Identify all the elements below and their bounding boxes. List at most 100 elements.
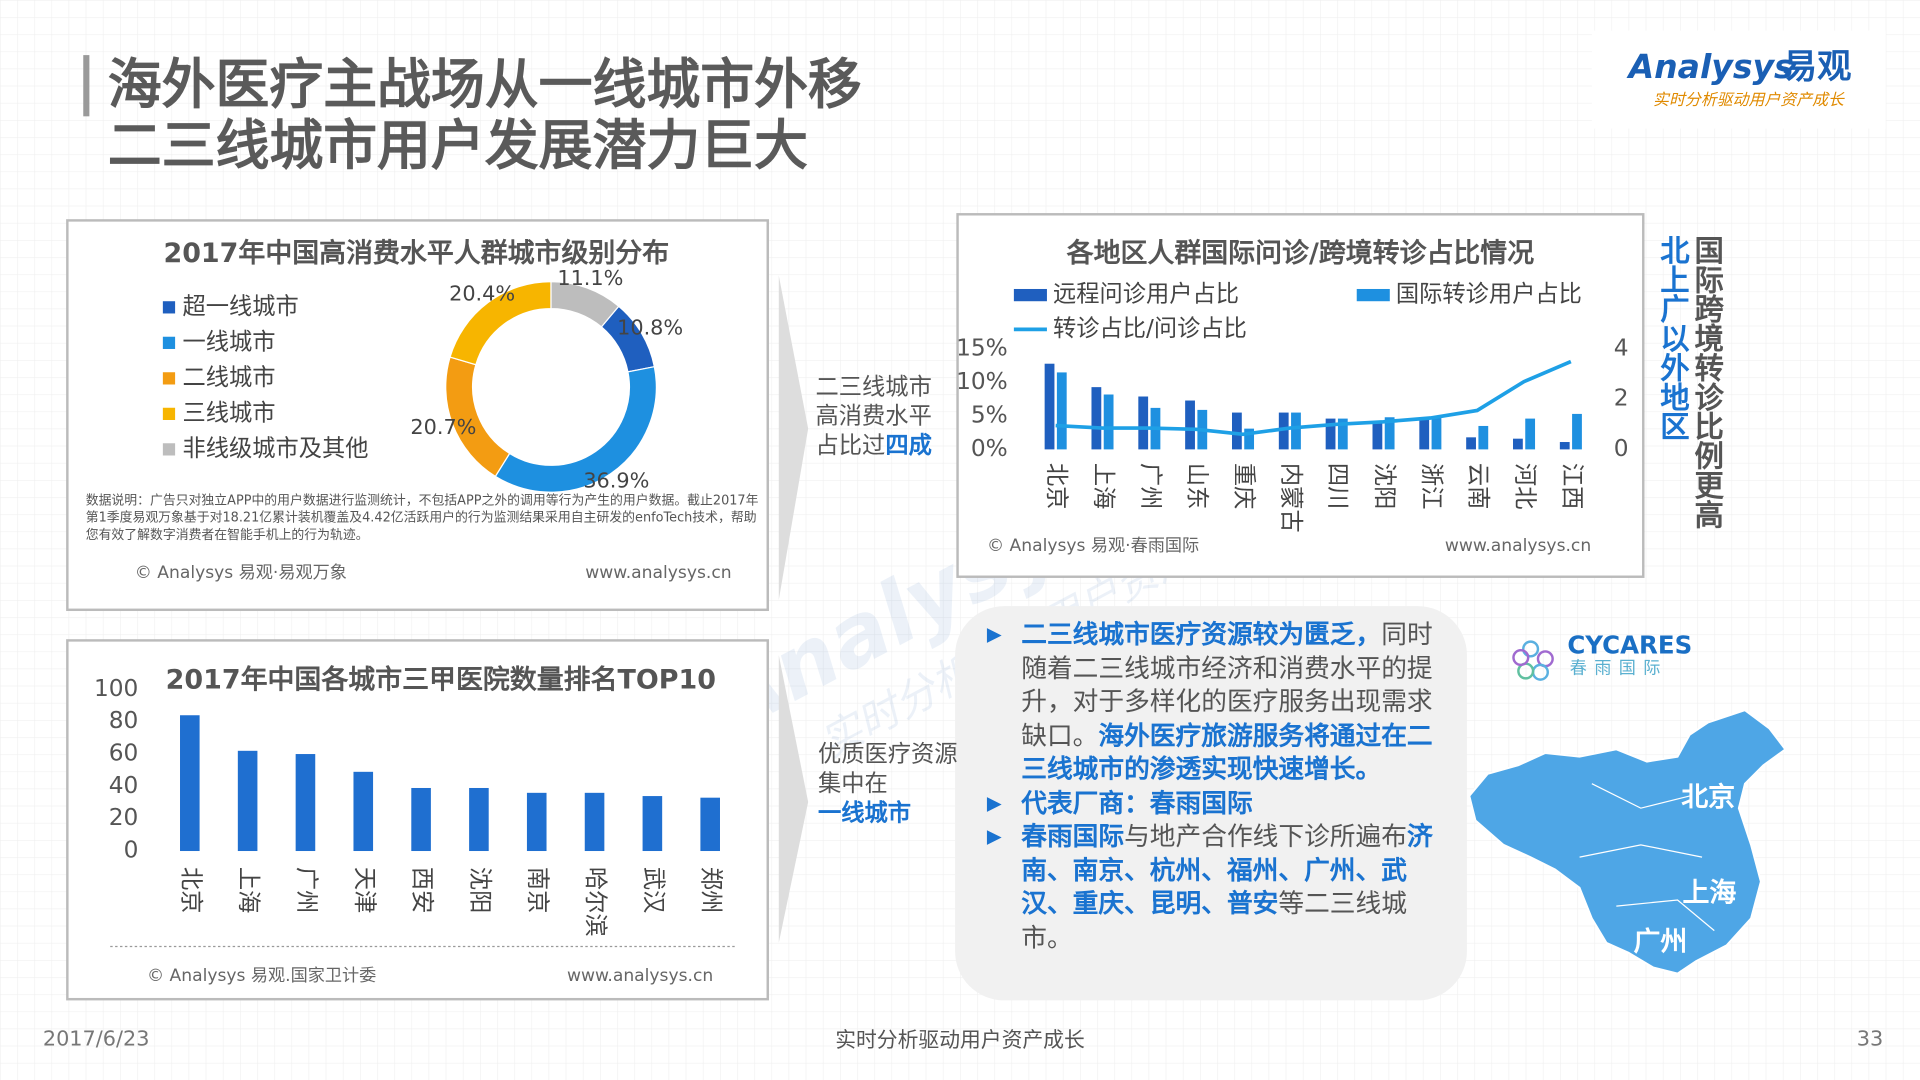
x-tick-label: 北京	[1043, 463, 1070, 510]
y-tick-label: 10%	[956, 368, 1008, 395]
bar	[1478, 425, 1489, 450]
text: 优质医疗资源集中在	[817, 740, 958, 798]
footer-slogan: 实时分析驱动用户资产成长	[835, 1028, 1085, 1052]
x-tick-label: 沈阳	[1371, 463, 1398, 510]
legend-label: 超一线城市	[182, 293, 298, 320]
arrow-note-box: 优质医疗资源集中在一线城市	[818, 740, 970, 828]
arrow-note: 二三线城市高消费水平占比过四成	[816, 372, 943, 460]
legend-swatch	[1356, 288, 1390, 302]
title-accent	[83, 55, 90, 117]
bar	[1337, 418, 1348, 450]
x-tick-label: 云南	[1465, 463, 1492, 510]
x-tick-label: 郑州	[698, 867, 725, 914]
source-url: www.analysys.cn	[567, 966, 713, 986]
bar	[1325, 418, 1336, 450]
bar	[526, 792, 547, 852]
panel	[956, 213, 1645, 578]
y-tick-label: 4	[1614, 334, 1629, 361]
chart-title: 2017年中国高消费水平人群城市级别分布	[163, 237, 669, 269]
y-tick-label: 15%	[956, 334, 1008, 361]
x-tick-label: 沈阳	[466, 867, 493, 914]
bar	[1103, 394, 1114, 450]
annotation: 国际跨境转诊比例更高	[1690, 235, 1724, 529]
footer-page: 33	[1857, 1027, 1883, 1051]
y-tick-label: 40	[109, 772, 139, 799]
highlight-text: 一线城市	[817, 799, 912, 827]
legend-swatch	[162, 301, 176, 314]
line	[1055, 359, 1572, 437]
title-line: 二三线城市用户发展潜力巨大	[108, 114, 808, 177]
bar	[1525, 418, 1536, 450]
bar	[1044, 363, 1055, 450]
legend-label: 远程问诊用户占比	[1053, 281, 1239, 308]
title-line: 海外医疗主战场从一线城市外移	[108, 53, 862, 116]
legend-swatch	[162, 443, 176, 456]
arrow-note: 优质医疗资源集中在一线城市	[818, 740, 970, 828]
data-label: 36.9%	[583, 469, 649, 493]
source-url: www.analysys.cn	[585, 563, 731, 583]
y-tick-label: 60	[109, 740, 139, 767]
legend-label: 三线城市	[182, 399, 275, 426]
logo-box	[1591, 30, 1886, 129]
source: © Analysys 易观·易观万象	[135, 563, 347, 583]
bar	[1466, 437, 1476, 450]
legend-swatch	[162, 372, 176, 385]
bullets-box: 二三线城市医疗资源较为匮乏，同时随着二三线城市经济和消费水平的提升，对于多样化的…	[980, 618, 1439, 952]
bar	[1056, 372, 1067, 450]
bar	[1431, 416, 1442, 450]
bullet: 代表厂商：春雨国际	[980, 787, 1439, 821]
data-label: 11.1%	[557, 266, 623, 290]
x-tick-label: 西安	[409, 867, 436, 914]
bar	[1559, 442, 1570, 450]
bar	[1384, 417, 1395, 450]
text: 同时随着二三线城市经济和消费水平的提升，对于多样化的医疗服务出现需求缺口。	[1021, 619, 1433, 750]
y-tick-label: 0	[1614, 435, 1629, 462]
y-tick-label: 80	[109, 707, 139, 734]
data-label: 20.4%	[449, 282, 515, 306]
logo-cn: 易观	[1783, 47, 1852, 87]
x-tick-label: 四川	[1324, 463, 1351, 510]
chart-note: 数据说明：广告只对独立APP中的用户数据进行监测统计，不包括APP之外的调用等行…	[85, 493, 759, 543]
bar	[411, 787, 431, 852]
data-label: 10.8%	[617, 315, 683, 339]
bullet: 二三线城市医疗资源较为匮乏，同时随着二三线城市经济和消费水平的提升，对于多样化的…	[980, 618, 1439, 786]
highlight-text: 四成	[885, 432, 932, 460]
highlight-text: 代表厂商：春雨国际	[1021, 787, 1253, 818]
y-tick-label: 100	[94, 675, 138, 702]
legend-swatch	[162, 407, 176, 420]
highlight-text: 二三线城市医疗资源较为匮乏，	[1021, 619, 1382, 649]
arrow-note-box: 二三线城市高消费水平占比过四成	[816, 372, 943, 460]
bar	[1419, 417, 1430, 450]
bar	[1185, 400, 1195, 450]
y-tick-label: 20	[109, 804, 139, 831]
arrow-shape	[778, 655, 809, 943]
legend-label: 一线城市	[182, 328, 275, 355]
bar	[1278, 412, 1289, 450]
data-label: 20.7%	[410, 415, 476, 439]
bullet-box	[955, 606, 1467, 1001]
bar	[700, 797, 720, 852]
bar	[353, 771, 374, 852]
source: © Analysys 易观·春雨国际	[987, 536, 1199, 556]
legend-swatch	[162, 336, 176, 349]
x-tick-label: 武汉	[640, 867, 667, 914]
x-tick-label: 南京	[524, 867, 551, 914]
x-tick-label: 江西	[1558, 463, 1585, 510]
text: 与地产合作线下诊所遍布	[1124, 821, 1407, 852]
x-tick-label: 浙江	[1418, 463, 1445, 510]
partner-name-cn: 春雨国际	[1570, 659, 1668, 679]
map-label: 北京	[1681, 781, 1735, 813]
y-tick-label: 5%	[971, 401, 1008, 428]
logo: Analysys	[1626, 47, 1794, 86]
legend-swatch	[1013, 288, 1047, 302]
bar	[1231, 412, 1242, 450]
partner-name: CYCARES	[1567, 631, 1692, 660]
chart-title: 2017年中国各城市三甲医院数量排名TOP10	[166, 663, 716, 695]
map-borders	[1579, 783, 1715, 932]
bar	[1372, 421, 1383, 450]
x-tick-label: 广州	[1137, 463, 1164, 510]
text: 二三线城市高消费水平占比过	[815, 373, 932, 460]
bar	[1291, 412, 1301, 450]
chart-title: 各地区人群国际问诊/跨境转诊占比情况	[1066, 237, 1535, 269]
